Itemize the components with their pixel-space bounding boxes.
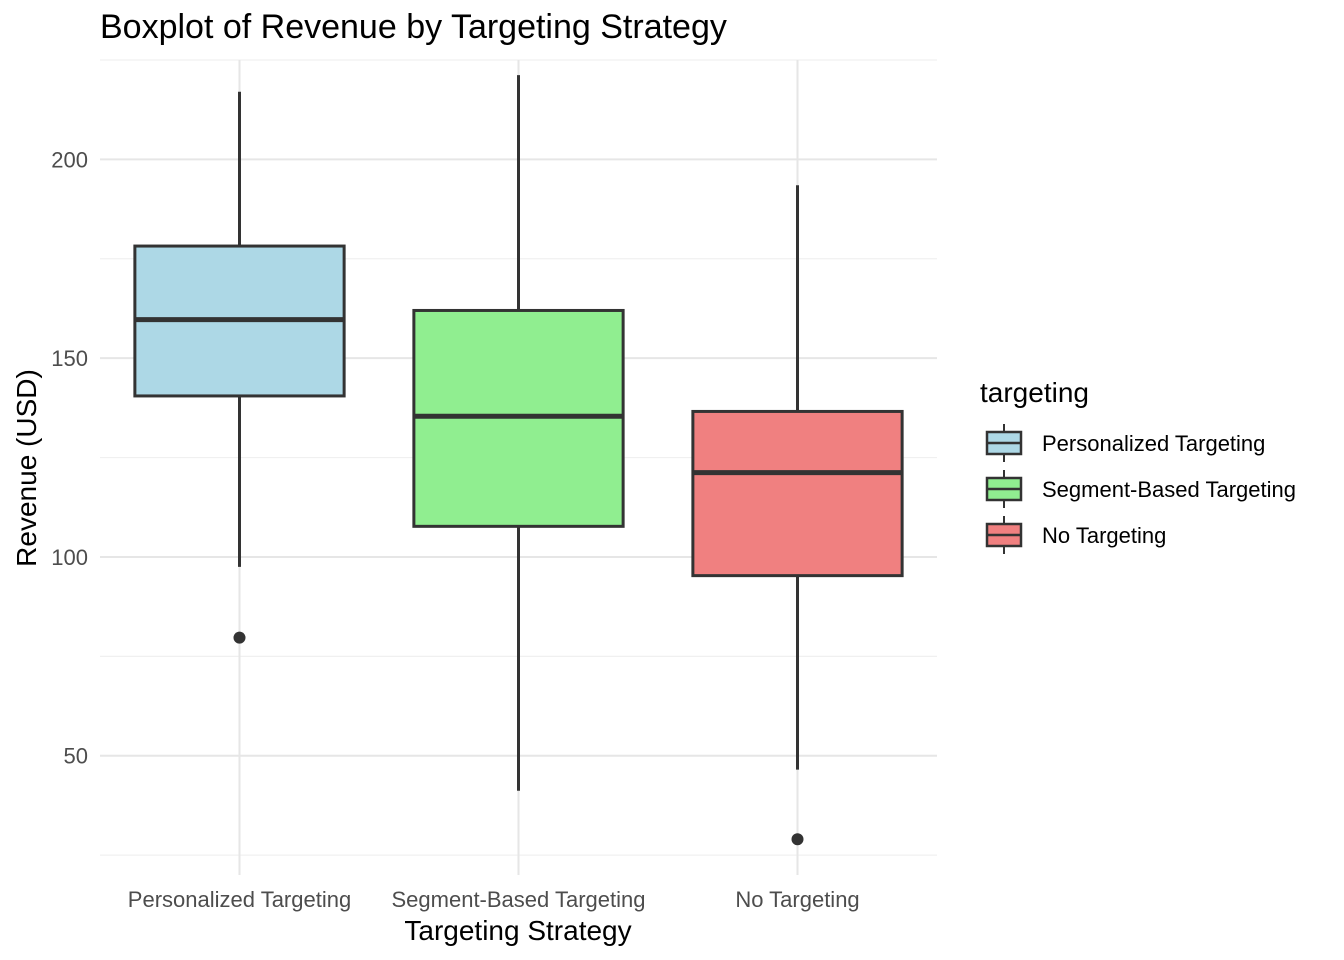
x-tick-label: Segment-Based Targeting: [392, 887, 646, 912]
y-tick-label: 200: [51, 147, 88, 172]
chart-title: Boxplot of Revenue by Targeting Strategy: [100, 8, 727, 46]
x-axis-ticks: Personalized Targeting Segment-Based Targ…: [128, 887, 860, 912]
x-tick-label: No Targeting: [735, 887, 859, 912]
legend: targeting Personalized Targeting Segment-…: [980, 377, 1296, 554]
box-body: [691, 409, 904, 578]
legend-label: Personalized Targeting: [1042, 431, 1265, 456]
legend-label: Segment-Based Targeting: [1042, 477, 1296, 502]
y-axis-title: Revenue (USD): [11, 369, 42, 567]
x-axis-title: Targeting Strategy: [404, 915, 631, 946]
y-tick-label: 150: [51, 346, 88, 371]
box-group: [133, 75, 904, 846]
legend-item-2: Segment-Based Targeting: [985, 470, 1296, 508]
y-tick-label: 50: [64, 744, 88, 769]
box-2: [412, 75, 625, 791]
outlier-point: [791, 833, 804, 846]
legend-label: No Targeting: [1042, 523, 1166, 548]
y-axis-ticks: 50 100 150 200: [51, 147, 88, 768]
legend-item-1: Personalized Targeting: [985, 424, 1265, 462]
y-tick-label: 100: [51, 545, 88, 570]
box-1: [133, 91, 346, 644]
outlier-point: [233, 631, 246, 644]
box-3: [691, 185, 904, 846]
legend-title: targeting: [980, 377, 1089, 408]
x-tick-label: Personalized Targeting: [128, 887, 351, 912]
legend-item-3: No Targeting: [985, 516, 1166, 554]
